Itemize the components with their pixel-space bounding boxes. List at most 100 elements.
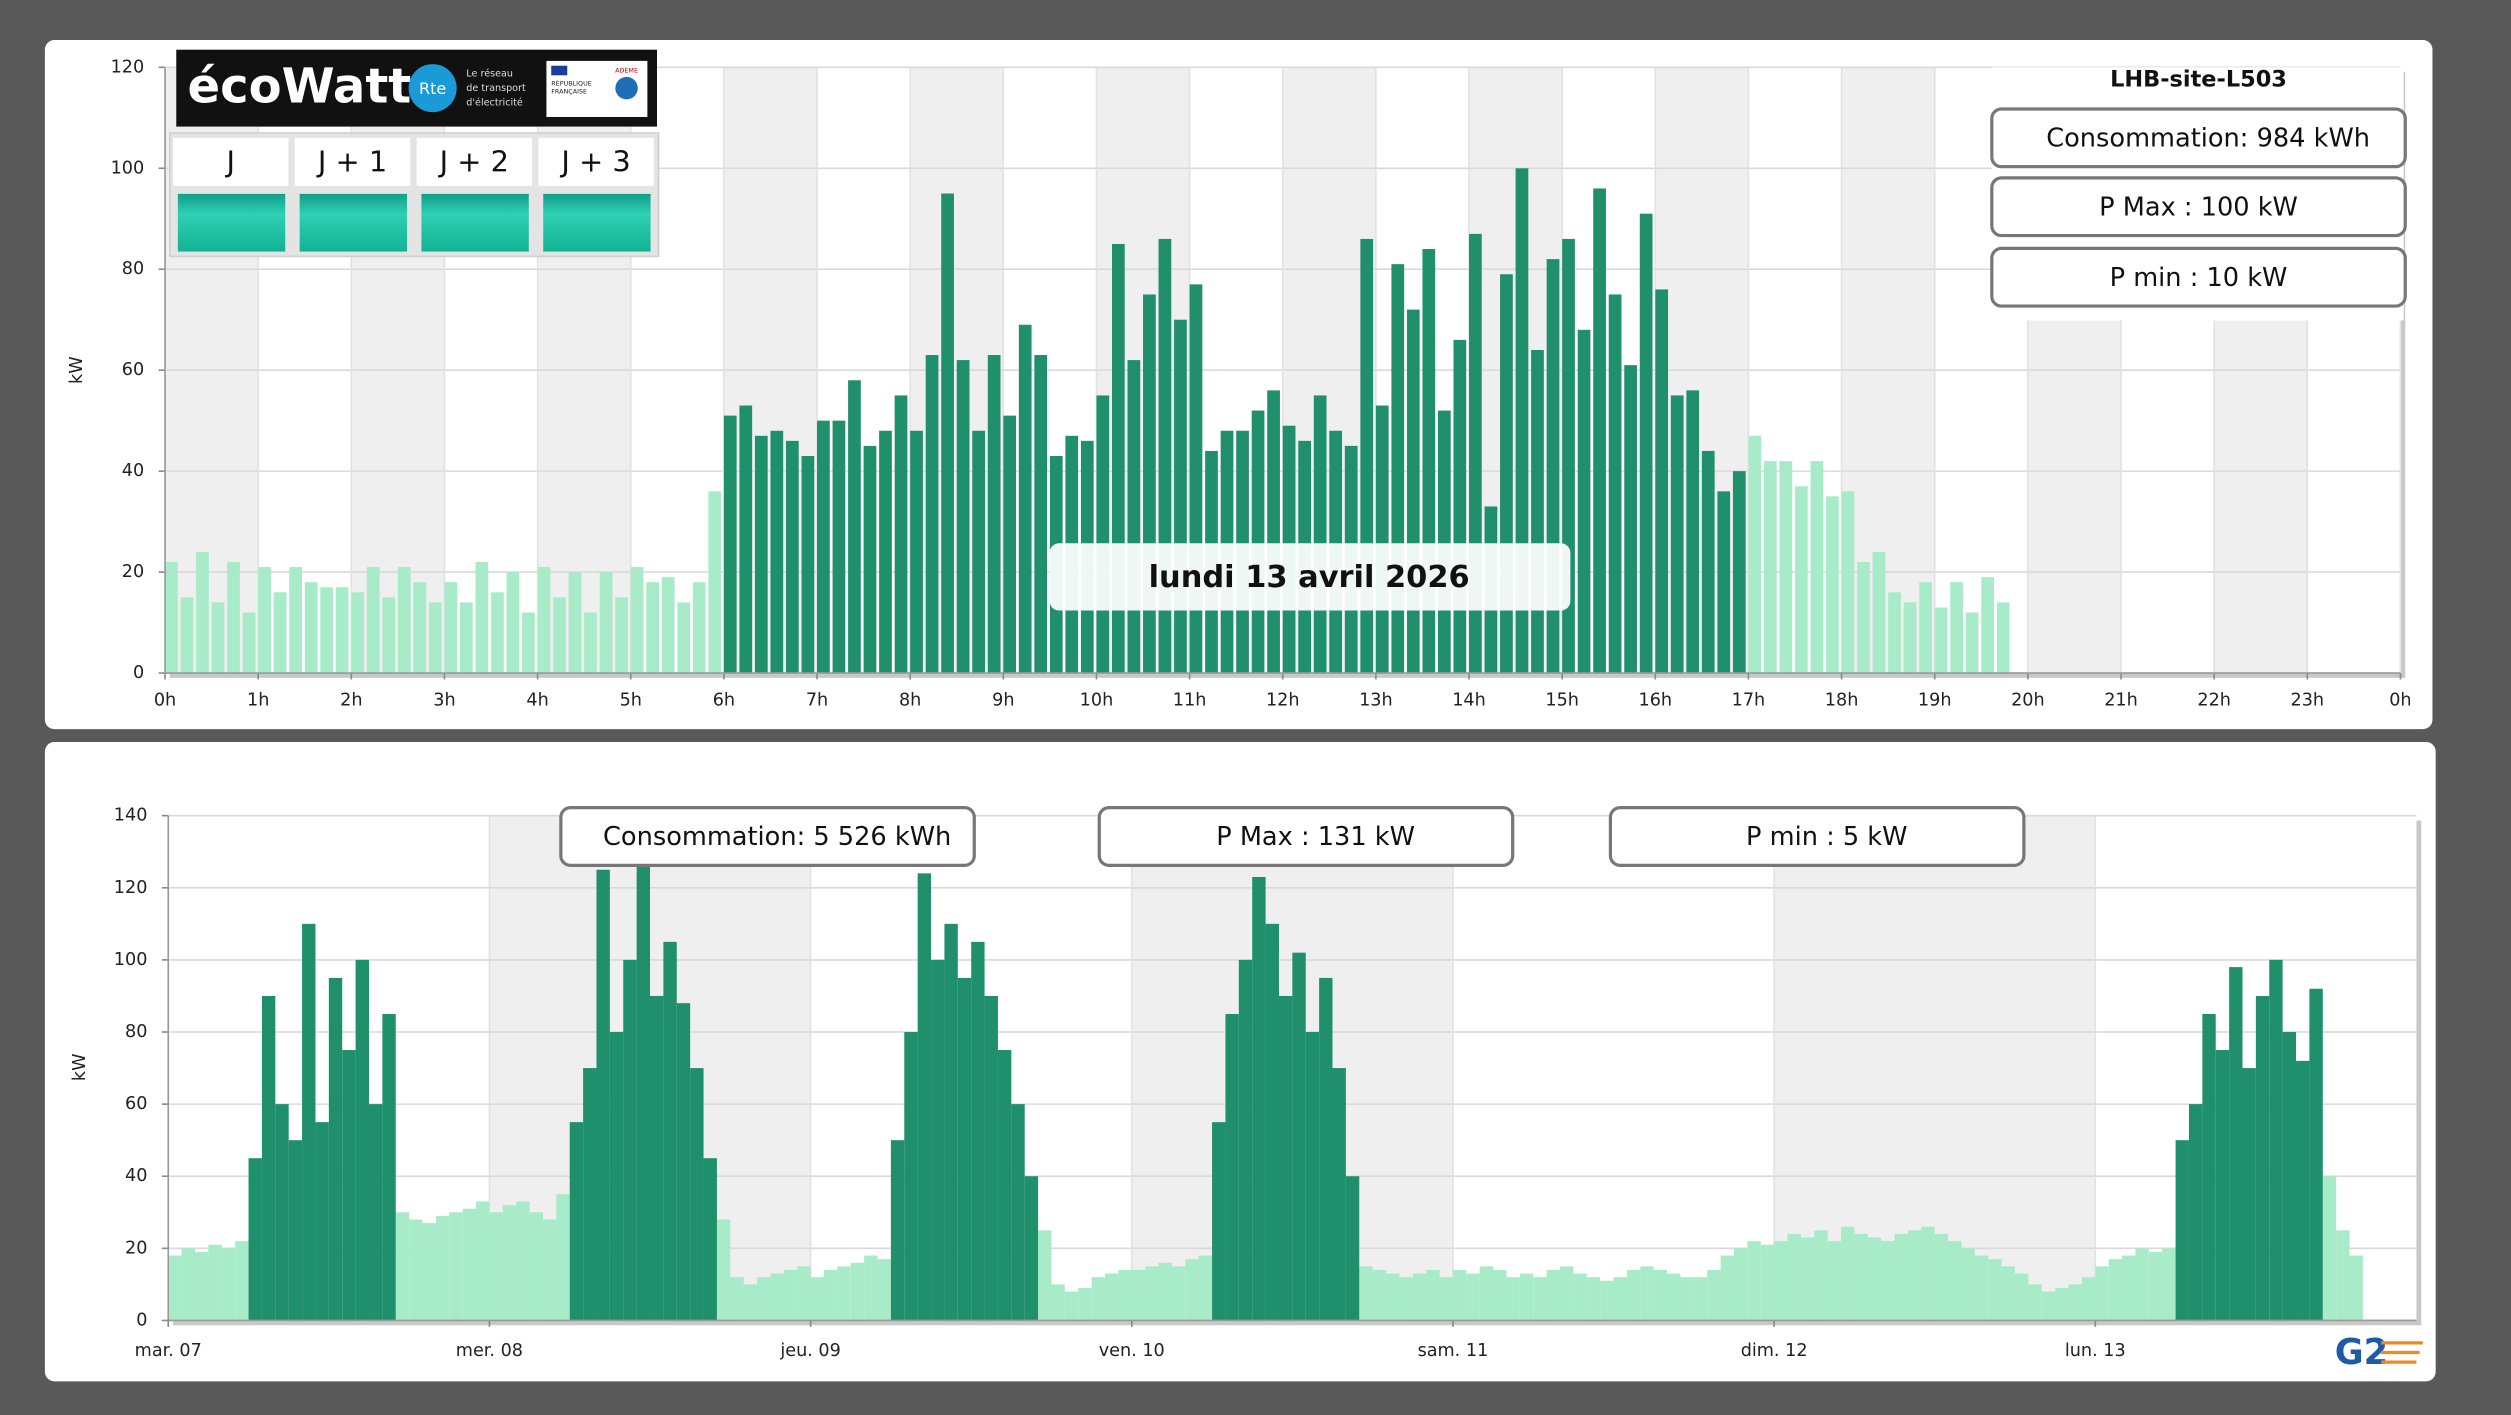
bar [676,1003,691,1321]
day-label: J + 3 [559,144,630,178]
bar [1313,395,1327,674]
y-tick-label: 40 [125,1166,147,1186]
bar [382,1013,396,1321]
bar [328,977,343,1321]
y-tick-label: 100 [111,158,145,178]
bar [2309,988,2323,1321]
bar [2028,1284,2042,1321]
x-tick-label: lun. 13 [2065,1341,2126,1361]
x-tick-label: 23h [2291,690,2325,710]
bar [599,572,613,674]
bar [261,995,276,1321]
bar [1814,1230,1828,1321]
y-tick-label: 20 [125,1238,147,1258]
y-tick-label: 120 [111,57,145,77]
bar [957,977,972,1321]
bar [754,435,768,674]
stat-box [1990,176,2407,238]
bar [1437,410,1451,674]
bar [1212,1122,1226,1321]
y-tick-label: 140 [114,806,148,826]
bar [195,1251,209,1321]
day-label: J [224,144,235,178]
bar [1760,1244,1775,1321]
bar [837,1266,851,1321]
flag [551,65,568,76]
stat-text: P min : 5 kW [1746,822,1907,852]
date-label: lundi 13 avril 2026 [1149,560,1470,595]
bar [1670,395,1684,674]
x-tick-label: dim. 12 [1741,1341,1808,1361]
bar [289,567,302,674]
bar [529,1212,543,1321]
bar [1399,1277,1413,1321]
rte-text: Rte [419,79,446,98]
bar [1225,1013,1239,1321]
bar [165,561,178,674]
bar [335,587,349,674]
bar [1981,577,1995,674]
bar [351,592,365,674]
x-tick-label: 20h [2011,690,2045,710]
bar [1096,395,1110,674]
y-tick-label: 60 [122,360,144,380]
bar [537,567,551,674]
stat-text: P min : 10 kW [2110,263,2288,293]
bar [2041,1291,2056,1321]
bar [409,1219,423,1321]
bar [181,1248,196,1321]
bar [890,1140,905,1321]
bar [180,597,194,674]
x-tick-label: 11h [1173,690,1207,710]
bar [1500,274,1513,674]
bar [801,455,815,674]
x-tick-label: 22h [2197,690,2231,710]
y-tick-label: 0 [136,1310,147,1330]
bar [1872,551,1886,674]
stat-text: Consommation: 5 526 kWh [603,822,951,852]
bar [1655,289,1669,674]
bar [1841,1226,1855,1321]
bar [1519,1273,1534,1321]
bar [366,567,380,674]
rte-tagline: d'électricité [466,97,523,109]
bar [1732,471,1746,674]
bar [1686,390,1700,674]
bar [556,1194,570,1321]
bar [2162,1248,2176,1321]
bar [2068,1284,2082,1321]
bar [1466,1273,1480,1321]
bar [877,1259,891,1321]
bar [382,597,396,674]
bar [506,572,520,674]
bar [1894,1233,1908,1321]
bar [1747,1241,1761,1321]
bar [817,420,830,674]
logo: G2 [2335,1332,2388,1373]
ademe-text: ADEME [615,67,638,75]
x-tick-label: mer. 08 [456,1341,523,1361]
bar [863,445,877,674]
bar [1624,365,1637,674]
bar [302,923,316,1321]
bar [1950,582,1963,674]
bar [2349,1255,2363,1321]
bar [1988,1259,2002,1321]
bar [1127,360,1141,674]
bar [1573,1273,1587,1321]
bar [422,1223,436,1321]
bar [894,395,908,674]
bar [2081,1277,2096,1321]
bar [1171,1266,1186,1321]
bar [1888,592,1901,674]
y-tick-label: 20 [122,562,144,582]
bar [1854,1233,1868,1321]
day-cell [173,137,289,186]
bar [1051,1284,1065,1321]
bar [1613,1277,1627,1321]
bar [227,561,240,674]
bar [2255,995,2270,1321]
bar [288,1140,303,1321]
bar [1453,339,1467,674]
bar [444,582,458,674]
